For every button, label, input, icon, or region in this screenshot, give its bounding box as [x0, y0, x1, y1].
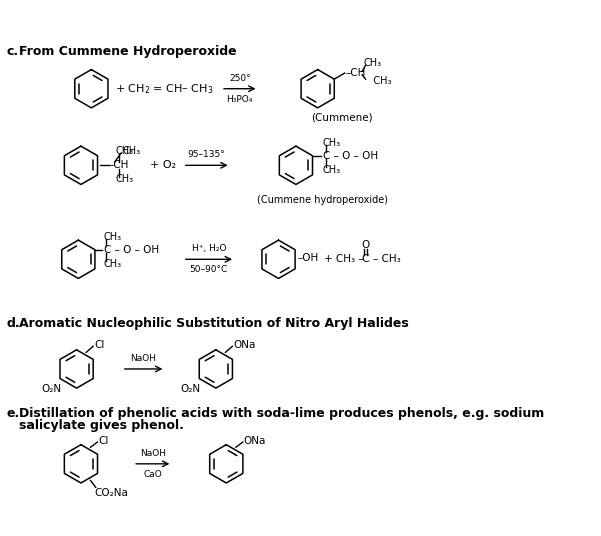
Text: –CH: –CH: [346, 68, 366, 78]
Text: H₃PO₄: H₃PO₄: [227, 95, 253, 104]
Text: 50–90°C: 50–90°C: [190, 265, 228, 274]
Text: salicylate gives phenol.: salicylate gives phenol.: [19, 419, 184, 431]
Text: CH₃: CH₃: [116, 146, 134, 157]
Text: CH₃: CH₃: [323, 165, 341, 175]
Text: Cl: Cl: [94, 340, 105, 351]
Text: + CH$_2$ = CH– CH$_3$: + CH$_2$ = CH– CH$_3$: [115, 82, 213, 95]
Text: ONa: ONa: [233, 340, 255, 351]
Text: CH₃: CH₃: [123, 145, 141, 155]
Text: ONa: ONa: [243, 436, 266, 446]
Text: CH₃: CH₃: [116, 174, 134, 184]
Text: C – O – OH: C – O – OH: [103, 245, 159, 255]
Text: (Cummene): (Cummene): [311, 113, 373, 122]
Text: From Cummene Hydroperoxide: From Cummene Hydroperoxide: [19, 45, 237, 58]
Text: NaOH: NaOH: [140, 449, 166, 458]
Text: Distillation of phenolic acids with soda-lime produces phenols, e.g. sodium: Distillation of phenolic acids with soda…: [19, 407, 545, 420]
Text: 95–135°: 95–135°: [188, 150, 225, 159]
Text: CH₃: CH₃: [103, 259, 122, 269]
Text: Aromatic Nucleophilic Substitution of Nitro Aryl Halides: Aromatic Nucleophilic Substitution of Ni…: [19, 317, 409, 330]
Text: H⁺, H₂O: H⁺, H₂O: [192, 244, 226, 253]
Text: CO₂Na: CO₂Na: [94, 488, 128, 497]
Text: + CH₃ –: + CH₃ –: [324, 254, 364, 264]
Text: 250°: 250°: [229, 73, 251, 83]
Text: O: O: [361, 240, 370, 250]
Text: (Cummene hydroperoxide): (Cummene hydroperoxide): [257, 195, 388, 205]
Text: + O₂: + O₂: [150, 160, 176, 170]
Text: O₂N: O₂N: [41, 384, 61, 394]
Text: – CH₃: – CH₃: [373, 254, 400, 264]
Text: c.: c.: [7, 45, 19, 58]
Text: CH₃: CH₃: [103, 232, 122, 242]
Text: CH₃: CH₃: [364, 58, 382, 69]
Text: NaOH: NaOH: [130, 354, 157, 363]
Text: C – O – OH: C – O – OH: [323, 151, 378, 161]
Text: CaO: CaO: [144, 470, 162, 479]
Text: O₂N: O₂N: [180, 384, 200, 394]
Text: CH₃: CH₃: [364, 76, 391, 86]
Text: –OH: –OH: [297, 252, 319, 263]
Text: Cl: Cl: [99, 436, 109, 446]
Text: d.: d.: [7, 317, 20, 330]
Text: CH₃: CH₃: [323, 138, 341, 148]
Text: –CH: –CH: [109, 160, 129, 170]
Text: C: C: [362, 254, 370, 264]
Text: e.: e.: [7, 407, 20, 420]
